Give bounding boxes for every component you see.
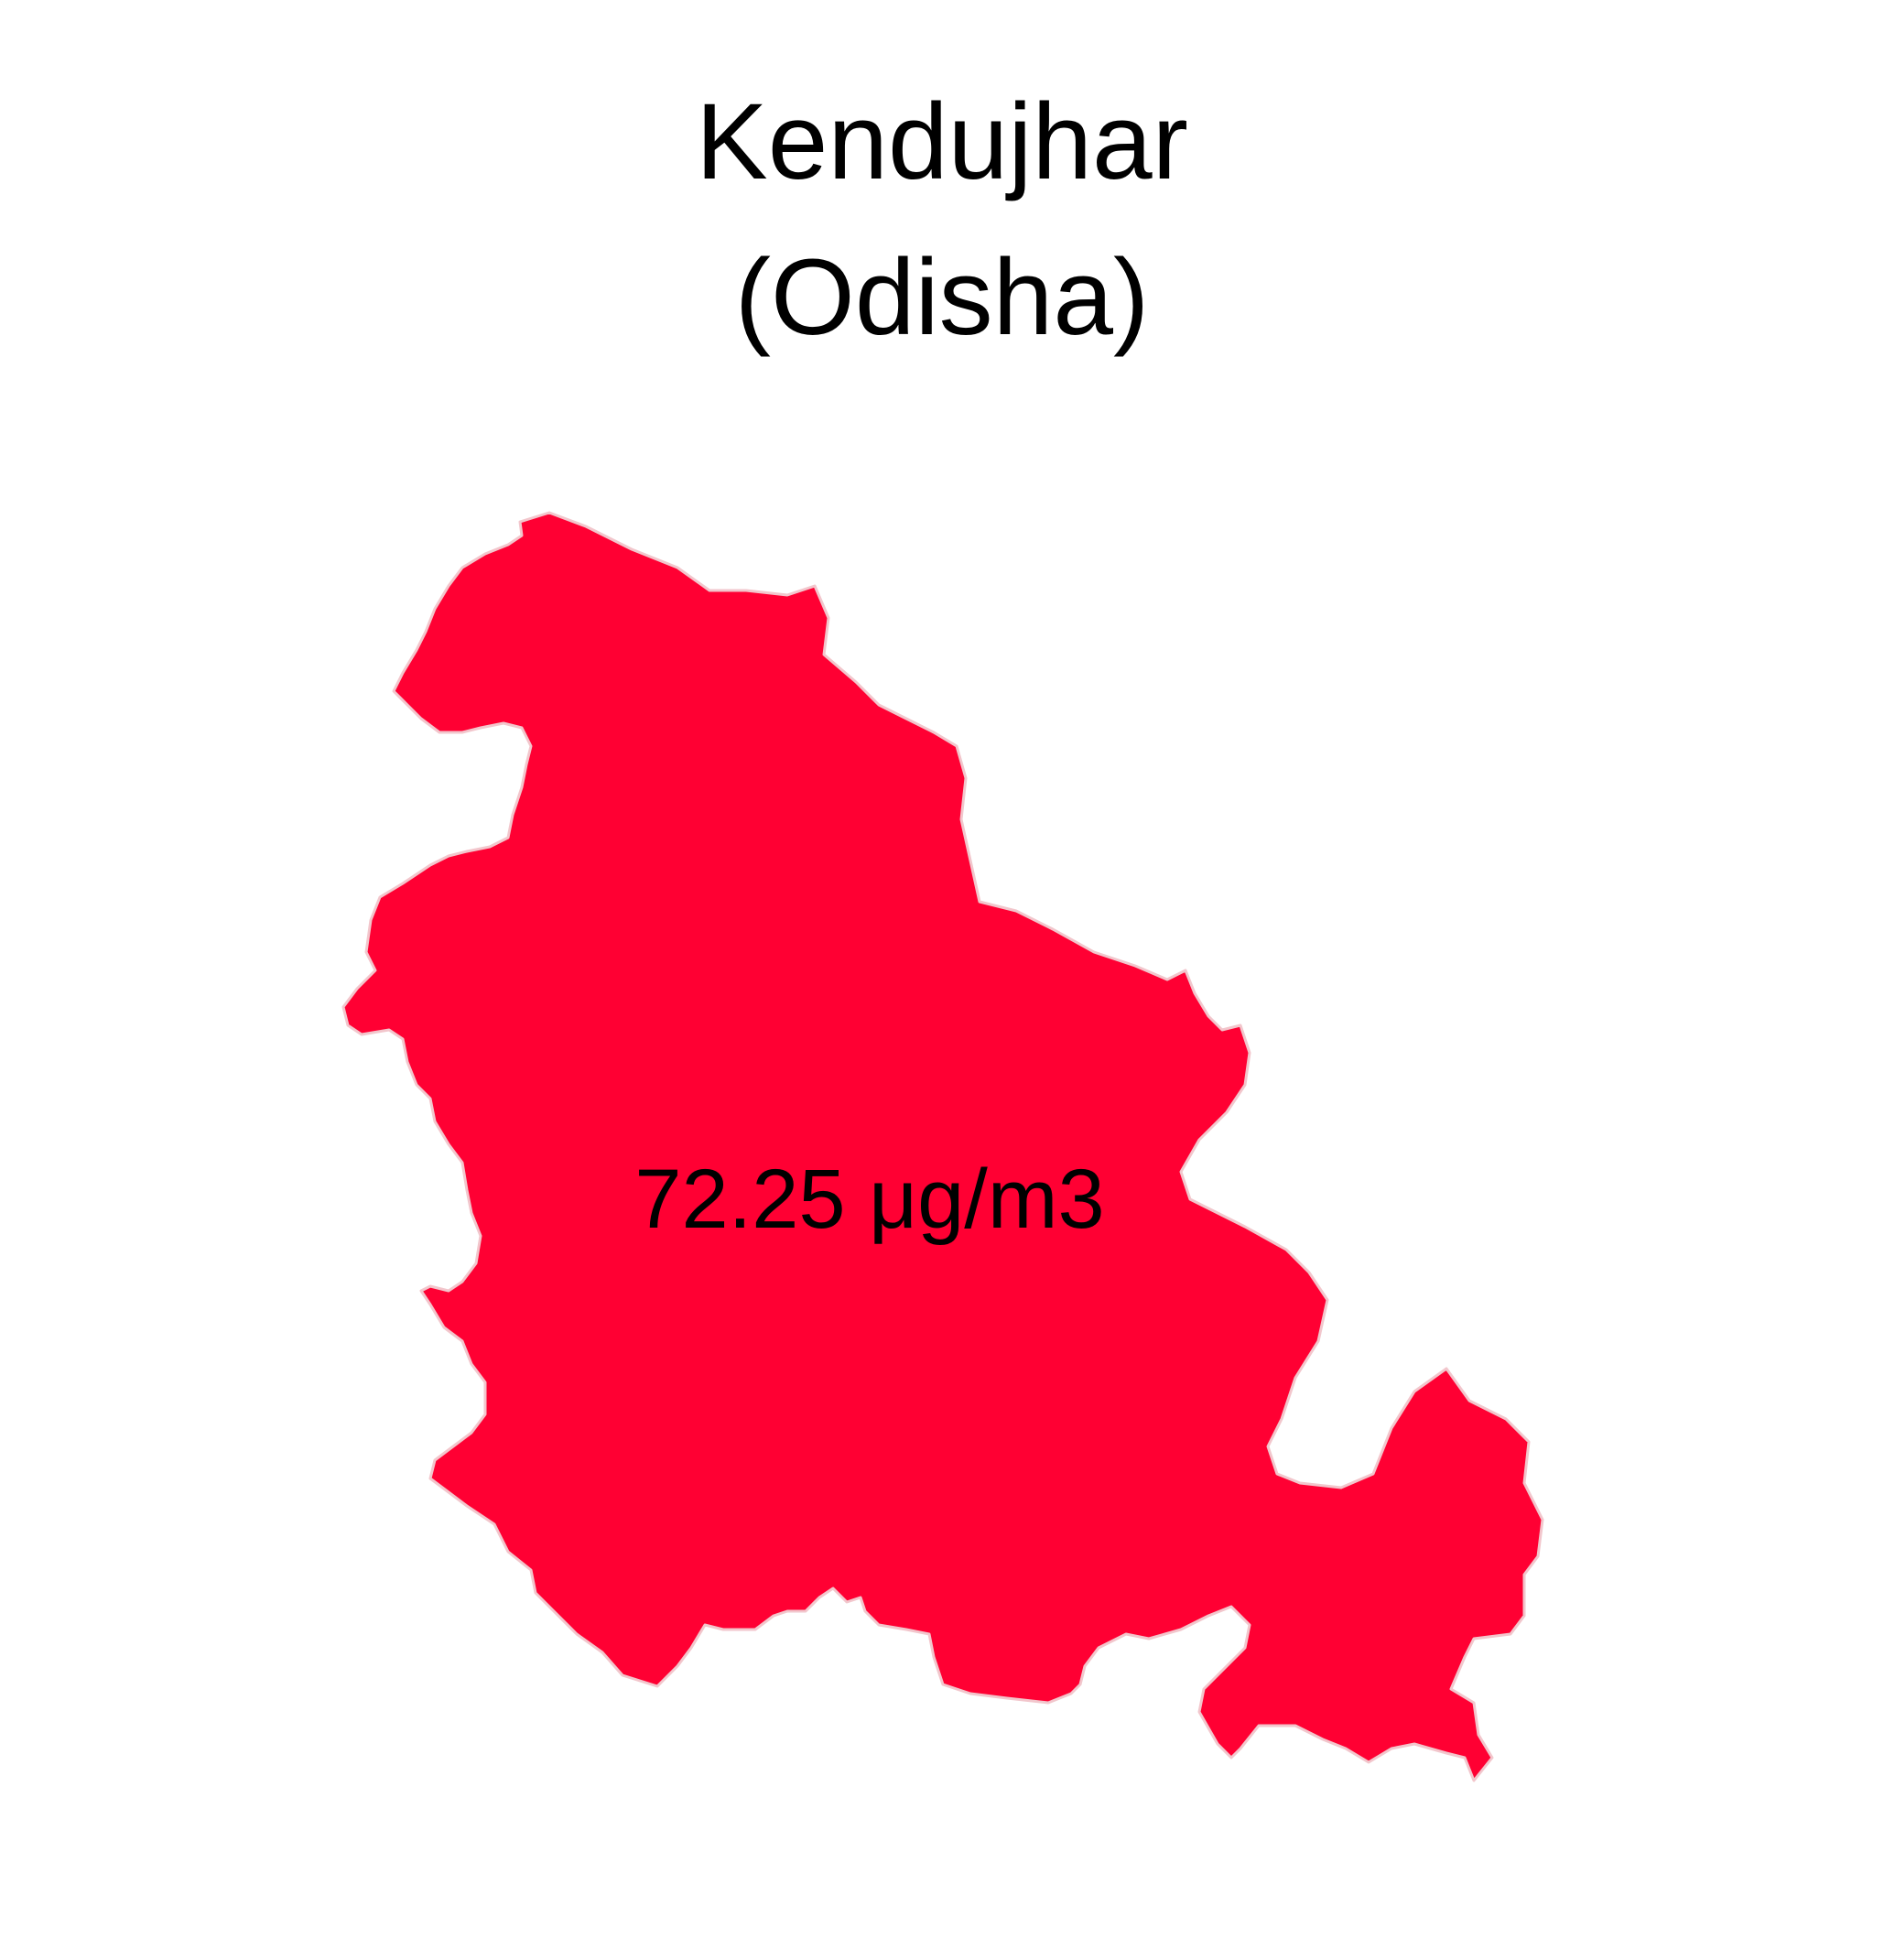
kendujhar-district-shape: [341, 511, 1544, 1782]
state-name: (Odisha): [734, 237, 1150, 358]
map-title: Kendujhar (Odisha): [0, 64, 1884, 375]
district-name: Kendujhar: [696, 81, 1188, 202]
pm25-value-label: 72.25 μg/m3: [634, 1153, 1105, 1246]
